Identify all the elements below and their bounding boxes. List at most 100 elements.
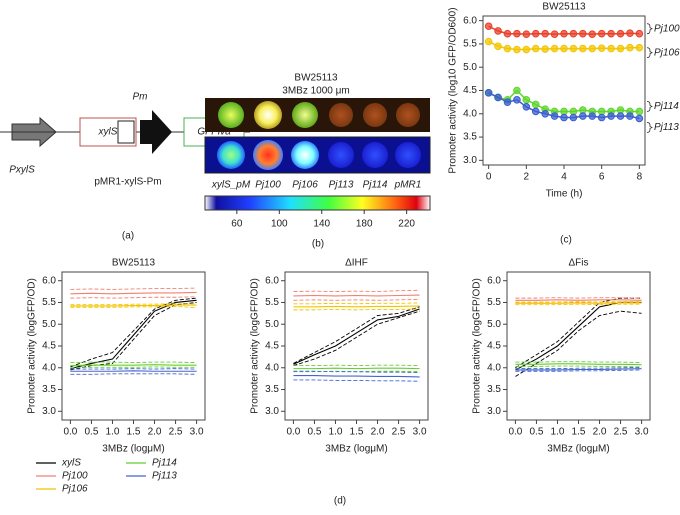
x-tick-label: 2.5 — [392, 427, 406, 438]
legend-brace — [647, 101, 652, 111]
well — [362, 142, 388, 168]
band-line — [515, 367, 641, 368]
y-tick-label: 3.5 — [265, 384, 279, 395]
data-point — [523, 46, 530, 53]
well — [395, 142, 421, 168]
chart-title: BW25113 — [542, 2, 586, 13]
series-line — [515, 364, 641, 365]
well — [363, 103, 387, 127]
plot-frame — [285, 272, 428, 420]
colorbar-tick-label: 100 — [271, 219, 288, 230]
data-point — [617, 113, 624, 120]
series-line — [70, 365, 196, 366]
y-tick-label: 4.0 — [487, 362, 501, 373]
colorbar-tick-label: 140 — [313, 219, 330, 230]
gene-label: xylS — [98, 127, 118, 138]
well-label: Pj113 — [329, 180, 354, 191]
panel-label: (c) — [560, 235, 572, 246]
y-tick-label: 4.5 — [265, 341, 279, 352]
x-tick-label: 1.0 — [329, 427, 343, 438]
data-point — [589, 45, 596, 52]
x-axis-label: Time (h) — [546, 189, 583, 200]
series-line — [293, 295, 419, 296]
y-tick-label: 3.0 — [487, 406, 501, 417]
data-point — [608, 45, 615, 52]
data-point — [598, 114, 605, 121]
legend-label: Pj113 — [654, 122, 679, 133]
plot-frame — [62, 272, 205, 420]
band-line — [70, 297, 196, 298]
data-point — [627, 113, 634, 120]
data-point — [532, 45, 539, 52]
band-line — [293, 303, 419, 304]
data-point — [495, 94, 502, 101]
data-point — [523, 103, 530, 110]
band-line — [293, 309, 419, 310]
data-point — [580, 30, 587, 37]
x-axis-label: 3MBz (logμM) — [102, 444, 164, 455]
chart: ΔFis 3MBz (logμM) Promoter activity (logGF… — [472, 258, 650, 455]
data-point — [542, 30, 549, 37]
data-point — [580, 113, 587, 120]
data-point — [561, 30, 568, 37]
well — [254, 101, 282, 129]
x-tick-label: 6 — [599, 172, 605, 183]
data-point — [495, 43, 502, 50]
data-point — [627, 44, 634, 51]
y-tick-label: 4.5 — [487, 341, 501, 352]
x-tick-label: 2.5 — [169, 427, 183, 438]
chart-title: ΔIHF — [345, 258, 368, 269]
data-point — [636, 115, 643, 122]
series-line — [293, 306, 419, 307]
data-point — [504, 99, 511, 106]
band-line — [70, 306, 196, 307]
legend-label: Pj113 — [152, 471, 177, 482]
y-tick-label: 4.0 — [463, 108, 477, 119]
x-tick-label: 3.0 — [413, 427, 427, 438]
x-tick-label: 1.0 — [106, 427, 120, 438]
band-line — [293, 290, 419, 291]
y-tick-label: 4.5 — [42, 341, 56, 352]
y-tick-label: 5.5 — [42, 297, 56, 308]
legend-label: Pj100 — [62, 471, 88, 482]
data-point — [608, 113, 615, 120]
well — [291, 141, 319, 169]
x-tick-label: 1.5 — [572, 427, 586, 438]
y-tick-label: 4.0 — [42, 362, 56, 373]
x-axis-label: 3MBz (logμM) — [547, 444, 609, 455]
x-tick-label: 1.5 — [127, 427, 141, 438]
y-tick-label: 3.5 — [42, 384, 56, 395]
band-line — [70, 288, 196, 289]
panel-label: (b) — [312, 239, 324, 250]
y-axis-label: Promoter activity (logGFP/OD) — [472, 278, 483, 414]
y-tick-label: 5.5 — [265, 297, 279, 308]
y-tick-label: 6.0 — [463, 15, 477, 26]
band-line — [70, 298, 196, 367]
legend-label: Pj114 — [152, 458, 177, 469]
colorbar-tick-label: 180 — [356, 219, 373, 230]
data-point — [570, 114, 577, 121]
data-point — [608, 30, 615, 37]
plot-frame — [483, 16, 645, 165]
x-tick-label: 2.0 — [593, 427, 607, 438]
data-point — [589, 31, 596, 38]
well-label: Pj106 — [292, 180, 318, 191]
y-tick-label: 5.0 — [463, 62, 477, 73]
data-point — [617, 45, 624, 52]
data-point — [485, 90, 492, 97]
chart-title: ΔFis — [568, 258, 588, 269]
data-point — [485, 23, 492, 30]
data-point — [514, 97, 521, 104]
data-point — [504, 30, 511, 37]
x-tick-label: 2 — [524, 172, 530, 183]
well — [329, 103, 353, 127]
data-point — [636, 108, 643, 115]
promoter-label: PxylS — [9, 165, 35, 176]
data-point — [617, 30, 624, 37]
data-point — [598, 45, 605, 52]
x-tick-label: 2.0 — [148, 427, 162, 438]
x-tick-label: 0.5 — [84, 427, 98, 438]
data-point — [542, 110, 549, 117]
